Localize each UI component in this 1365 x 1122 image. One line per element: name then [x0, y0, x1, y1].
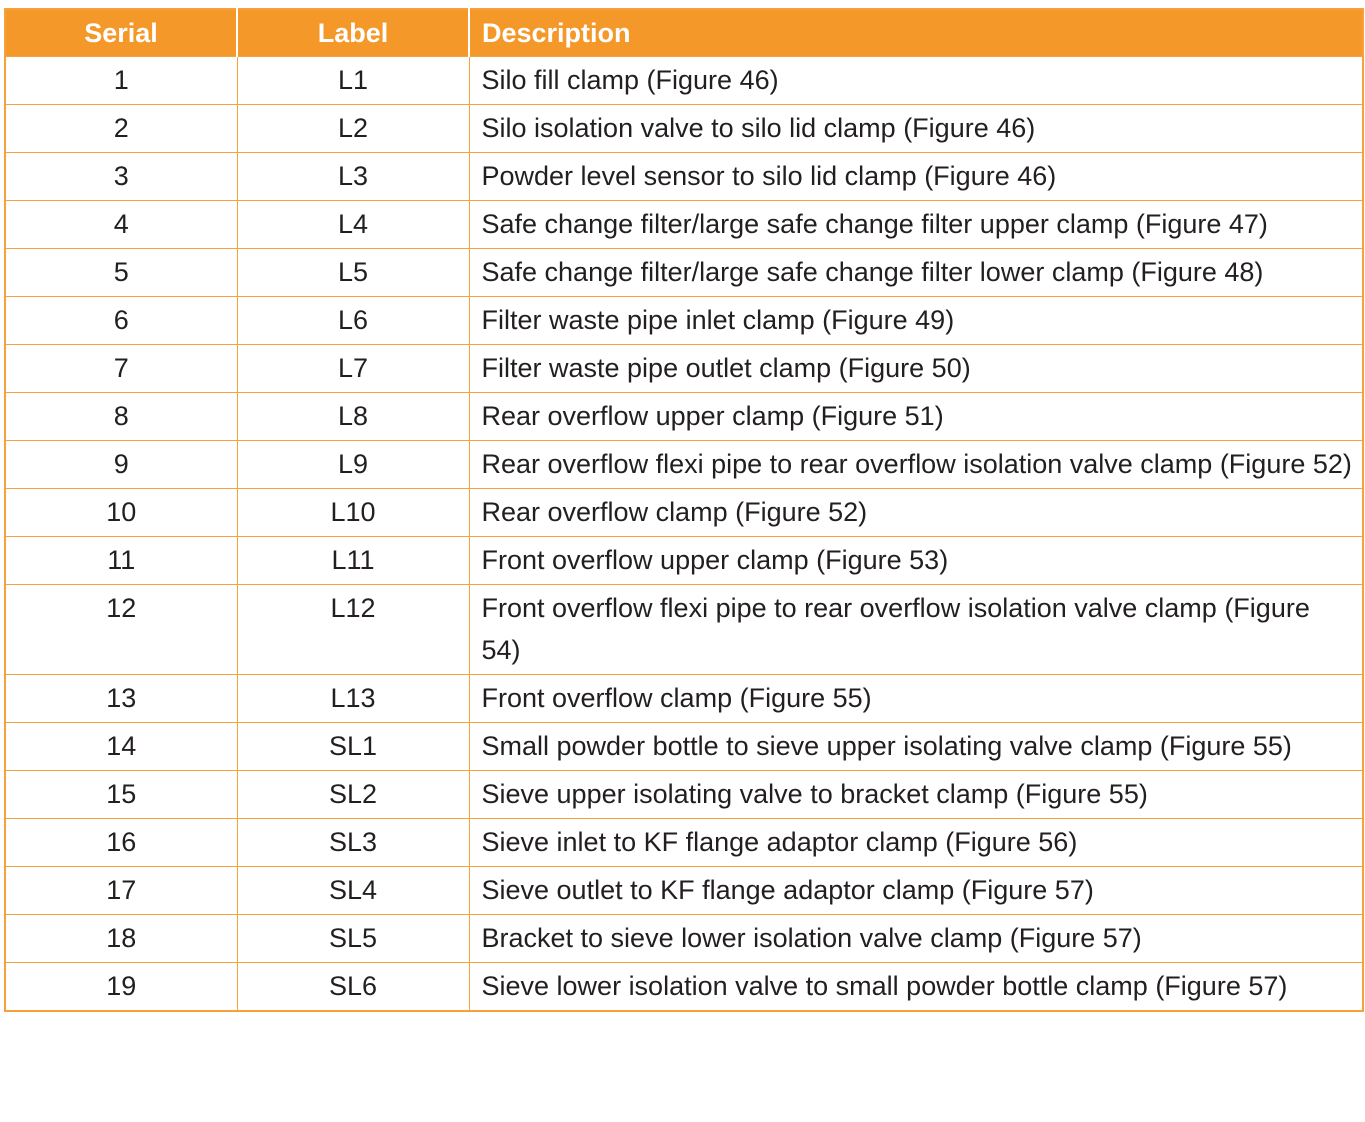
cell-serial: 1: [4, 56, 238, 105]
cell-serial: 10: [4, 488, 238, 537]
cell-description: Front overflow clamp (Figure 55): [468, 674, 1364, 723]
cell-label: L1: [236, 56, 470, 105]
header-description: Description: [468, 9, 1363, 57]
cell-serial: 17: [4, 866, 238, 915]
table-row: 12 L12 Front overflow flexi pipe to rear o…: [4, 584, 1364, 675]
table-row: 13 L13 Front overflow clamp (Figure 55): [4, 674, 1364, 723]
header-row: Serial Label Description: [5, 9, 1363, 57]
cell-label: SL2: [236, 770, 470, 819]
cell-description: Small powder bottle to sieve upper isola…: [468, 722, 1364, 771]
cell-description: Sieve inlet to KF flange adaptor clamp (…: [468, 818, 1364, 867]
cell-serial: 19: [4, 962, 238, 1012]
table-body: 1 L1 Silo fill clamp (Figure 46) 2 L2 Silo is…: [4, 56, 1364, 1012]
cell-description: Powder level sensor to silo lid clamp (F…: [468, 152, 1364, 201]
cell-description: Rear overflow flexi pipe to rear overflo…: [468, 440, 1364, 489]
clamp-table-container: Serial Label Description 1 L1 Silo fill cl…: [4, 8, 1364, 1012]
table-row: 5 L5 Safe change filter/large safe change …: [4, 248, 1364, 297]
cell-description: Silo isolation valve to silo lid clamp (…: [468, 104, 1364, 153]
table-row: 9 L9 Rear overflow flexi pipe to rear over…: [4, 440, 1364, 489]
cell-description: Front overflow flexi pipe to rear overfl…: [468, 584, 1364, 675]
cell-description: Rear overflow clamp (Figure 52): [468, 488, 1364, 537]
cell-description: Filter waste pipe outlet clamp (Figure 5…: [468, 344, 1364, 393]
clamp-table: Serial Label Description 1 L1 Silo fill cl…: [4, 8, 1364, 1012]
cell-label: SL3: [236, 818, 470, 867]
header-serial: Serial: [5, 9, 238, 57]
cell-serial: 4: [4, 200, 238, 249]
table-row: 19 SL6 Sieve lower isolation valve to smal…: [4, 962, 1364, 1012]
table-row: 2 L2 Silo isolation valve to silo lid clam…: [4, 104, 1364, 153]
table-row: 8 L8 Rear overflow upper clamp (Figure 51): [4, 392, 1364, 441]
cell-label: L5: [236, 248, 470, 297]
cell-label: L10: [236, 488, 470, 537]
table-row: 7 L7 Filter waste pipe outlet clamp (Figur…: [4, 344, 1364, 393]
header-label: Label: [236, 9, 470, 57]
table-row: 11 L11 Front overflow upper clamp (Figure …: [4, 536, 1364, 585]
cell-description: Rear overflow upper clamp (Figure 51): [468, 392, 1364, 441]
cell-serial: 9: [4, 440, 238, 489]
cell-description: Filter waste pipe inlet clamp (Figure 49…: [468, 296, 1364, 345]
table-row: 16 SL3 Sieve inlet to KF flange adaptor cl…: [4, 818, 1364, 867]
cell-description: Bracket to sieve lower isolation valve c…: [468, 914, 1364, 963]
table-row: 3 L3 Powder level sensor to silo lid clamp…: [4, 152, 1364, 201]
cell-label: L11: [236, 536, 470, 585]
cell-description: Silo fill clamp (Figure 46): [468, 56, 1364, 105]
cell-label: SL4: [236, 866, 470, 915]
cell-serial: 8: [4, 392, 238, 441]
cell-description: Safe change filter/large safe change fil…: [468, 200, 1364, 249]
cell-serial: 7: [4, 344, 238, 393]
cell-label: L8: [236, 392, 470, 441]
cell-label: L4: [236, 200, 470, 249]
cell-label: L2: [236, 104, 470, 153]
cell-label: L6: [236, 296, 470, 345]
table-row: 18 SL5 Bracket to sieve lower isolation va…: [4, 914, 1364, 963]
cell-serial: 13: [4, 674, 238, 723]
cell-description: Sieve upper isolating valve to bracket c…: [468, 770, 1364, 819]
table-row: 1 L1 Silo fill clamp (Figure 46): [4, 56, 1364, 105]
cell-description: Sieve outlet to KF flange adaptor clamp …: [468, 866, 1364, 915]
table-row: 17 SL4 Sieve outlet to KF flange adaptor c…: [4, 866, 1364, 915]
cell-label: SL5: [236, 914, 470, 963]
cell-label: L13: [236, 674, 470, 723]
cell-description: Safe change filter/large safe change fil…: [468, 248, 1364, 297]
table-row: 15 SL2 Sieve upper isolating valve to brac…: [4, 770, 1364, 819]
cell-label: L3: [236, 152, 470, 201]
table-row: 10 L10 Rear overflow clamp (Figure 52): [4, 488, 1364, 537]
cell-serial: 11: [4, 536, 238, 585]
cell-serial: 6: [4, 296, 238, 345]
cell-serial: 5: [4, 248, 238, 297]
cell-description: Sieve lower isolation valve to small pow…: [468, 962, 1364, 1012]
table-row: 14 SL1 Small powder bottle to sieve upper …: [4, 722, 1364, 771]
cell-serial: 2: [4, 104, 238, 153]
cell-serial: 18: [4, 914, 238, 963]
cell-serial: 16: [4, 818, 238, 867]
cell-label: L9: [236, 440, 470, 489]
cell-serial: 15: [4, 770, 238, 819]
cell-label: L7: [236, 344, 470, 393]
table-row: 6 L6 Filter waste pipe inlet clamp (Figure…: [4, 296, 1364, 345]
cell-serial: 3: [4, 152, 238, 201]
cell-serial: 14: [4, 722, 238, 771]
cell-description: Front overflow upper clamp (Figure 53): [468, 536, 1364, 585]
table-row: 4 L4 Safe change filter/large safe change …: [4, 200, 1364, 249]
table-header: Serial Label Description: [5, 9, 1363, 57]
cell-label: SL1: [236, 722, 470, 771]
cell-label: SL6: [236, 962, 470, 1012]
cell-serial: 12: [4, 584, 238, 675]
cell-label: L12: [236, 584, 470, 675]
